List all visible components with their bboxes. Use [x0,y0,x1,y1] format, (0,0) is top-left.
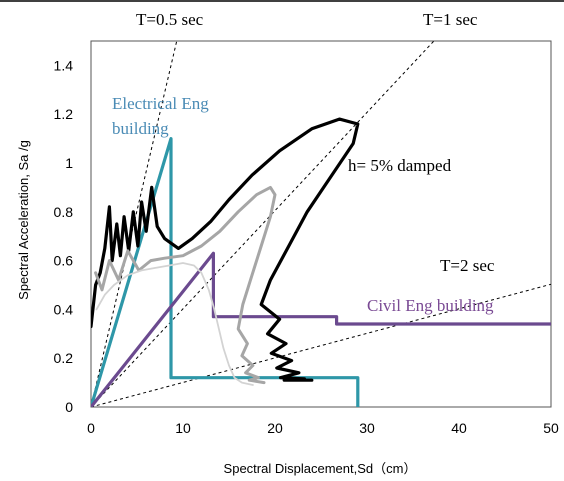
y-tick-label: 0 [65,399,73,415]
period-label-1: T=1 sec [423,10,478,29]
annotation-civil: Civil Eng building [367,296,494,315]
series-line-2 [91,117,360,382]
period-label-2: T=2 sec [440,256,495,275]
period-line-1 [91,41,435,407]
x-tick-label: 30 [359,420,375,436]
x-axis-title: Spectral Displacement,Sd（cm） [224,461,417,476]
series-layer [91,117,551,407]
x-tick-label: 50 [543,420,559,436]
annotation-electrical-line1: Electrical Eng [112,94,209,113]
y-tick-label: 0.2 [54,350,74,366]
annotation-damping: h= 5% damped [348,156,452,175]
series-line-4 [95,262,254,386]
series-line-3 [94,185,277,385]
x-tick-label: 0 [87,420,95,436]
x-tick-label: 40 [451,420,467,436]
x-tick-label: 20 [267,420,283,436]
y-tick-label: 0.8 [54,204,74,220]
plot-frame [90,40,552,408]
y-tick-label: 0.4 [54,301,74,317]
y-tick-label: 0.6 [54,253,74,269]
period-label-0.5: T=0.5 sec [136,10,204,29]
ticks-layer: 0 10 20 30 40 50 0 0.2 0.4 0.6 0.8 1 1.2 1.4 [54,57,559,436]
y-tick-label: 1.4 [54,57,74,73]
annotation-electrical-line2: building [112,119,169,138]
y-tick-label: 1 [65,155,73,171]
y-axis-title: Spectral Acceleration, Sa /g [16,140,31,300]
x-tick-label: 10 [175,420,191,436]
period-lines [91,41,551,407]
y-tick-label: 1.2 [54,106,74,122]
